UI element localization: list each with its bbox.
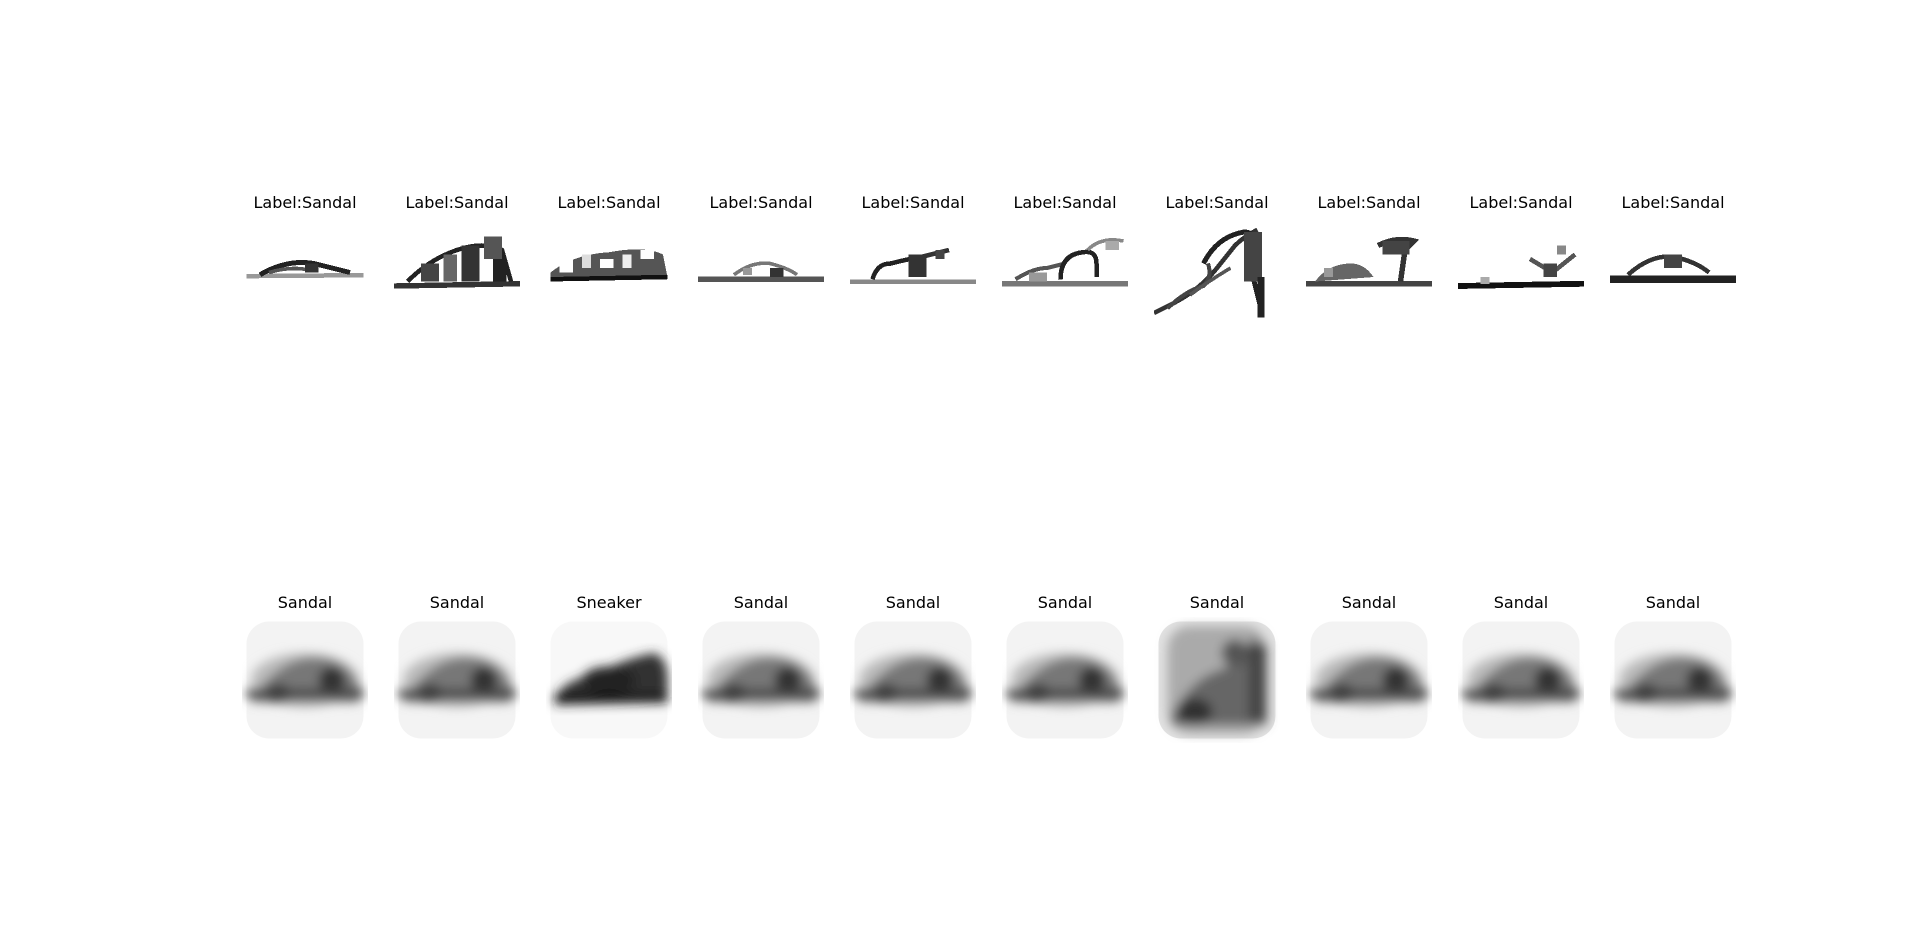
prediction-title: Sneaker	[576, 593, 642, 612]
sandal-image	[242, 223, 368, 349]
sandal-image	[1610, 223, 1736, 349]
input-title: Label:Sandal	[709, 193, 813, 212]
input-title: Label:Sandal	[1621, 193, 1725, 212]
sandal-image	[546, 223, 672, 349]
input-title: Label:Sandal	[1469, 193, 1573, 212]
input-title: Label:Sandal	[557, 193, 661, 212]
input-title: Label:Sandal	[1317, 193, 1421, 212]
input-title: Label:Sandal	[861, 193, 965, 212]
sandal-image	[850, 223, 976, 349]
input-title: Label:Sandal	[1165, 193, 1269, 212]
reconstructed-image	[698, 617, 824, 743]
sandal-image	[698, 223, 824, 349]
prediction-title: Sandal	[277, 593, 333, 612]
sandal-image	[394, 223, 520, 349]
reconstructed-image	[1306, 617, 1432, 743]
prediction-title: Sandal	[733, 593, 789, 612]
input-title: Label:Sandal	[405, 193, 509, 212]
sandal-image	[1154, 223, 1280, 349]
reconstructed-image	[242, 617, 368, 743]
reconstructed-image	[850, 617, 976, 743]
reconstructed-image	[1154, 617, 1280, 743]
reconstructed-image	[546, 617, 672, 743]
prediction-title: Sandal	[1645, 593, 1701, 612]
reconstructed-image	[1458, 617, 1584, 743]
prediction-title: Sandal	[1189, 593, 1245, 612]
prediction-title: Sandal	[1341, 593, 1397, 612]
reconstructed-image	[394, 617, 520, 743]
sandal-image	[1002, 223, 1128, 349]
reconstructed-image	[1610, 617, 1736, 743]
input-title: Label:Sandal	[1013, 193, 1117, 212]
prediction-title: Sandal	[885, 593, 941, 612]
sandal-image	[1458, 223, 1584, 349]
prediction-title: Sandal	[1493, 593, 1549, 612]
prediction-title: Sandal	[429, 593, 485, 612]
sandal-image	[1306, 223, 1432, 349]
reconstructed-image	[1002, 617, 1128, 743]
input-title: Label:Sandal	[253, 193, 357, 212]
prediction-title: Sandal	[1037, 593, 1093, 612]
